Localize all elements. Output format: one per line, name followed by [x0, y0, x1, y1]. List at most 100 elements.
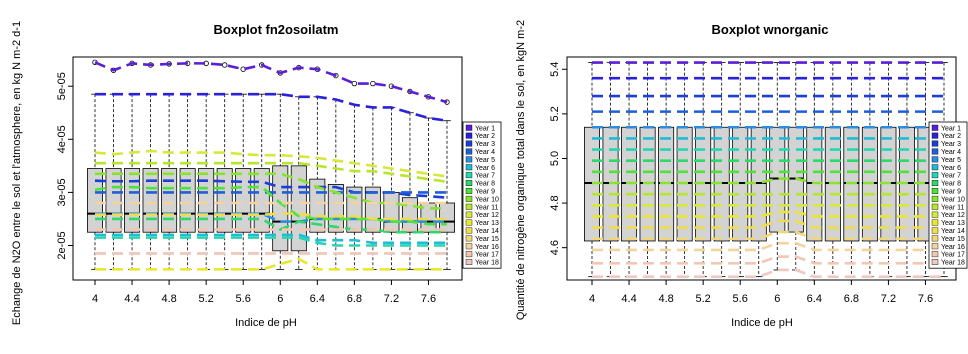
box-iqr	[105, 168, 122, 233]
legend-swatch-year-16	[931, 243, 939, 250]
legend-swatch-year-8	[931, 180, 939, 187]
y-axis-label: Echange de N2O entre le sol et l'atmosph…	[11, 21, 23, 325]
box-iqr	[364, 186, 381, 233]
legend-swatch-year-12	[465, 211, 473, 218]
box-10	[750, 62, 767, 278]
x-tick-label: 5.2	[199, 293, 214, 305]
legend-swatch-year-5	[465, 156, 473, 163]
legend-label-year-5: Year 5	[475, 157, 495, 164]
legend-swatch-year-14	[931, 227, 939, 234]
legend-swatch-year-3	[931, 140, 939, 147]
x-tick-label: 4.4	[124, 293, 139, 305]
legend-label-year-14: Year 14	[475, 228, 499, 235]
x-tick-label: 4	[92, 293, 98, 305]
legend-label-year-2: Year 2	[941, 133, 961, 140]
legend-label-year-18: Year 18	[941, 260, 965, 267]
y-tick-label: 4.8	[549, 195, 561, 210]
x-tick-label: 6	[774, 293, 780, 305]
x-tick-label: 5.2	[696, 293, 711, 305]
series-line-year-13	[95, 257, 447, 271]
x-tick-label: 7.2	[881, 293, 896, 305]
x-tick-label: 7.2	[384, 293, 399, 305]
box-7	[695, 62, 712, 278]
legend-label-year-9: Year 9	[475, 189, 495, 196]
series-line-year-7	[95, 236, 447, 247]
box-9	[732, 62, 749, 278]
y-tick-label: 5e-05	[56, 72, 68, 100]
outlier-point	[221, 62, 228, 68]
series-line-year-16	[592, 241, 944, 252]
y-tick-label: 4e-05	[56, 125, 68, 153]
legend-label-year-3: Year 3	[941, 141, 961, 148]
x-tick-label: 6.4	[807, 293, 822, 305]
legend-label-year-8: Year 8	[475, 181, 495, 188]
legend-swatch-year-12	[931, 211, 939, 218]
legend-swatch-year-18	[931, 259, 939, 265]
chart-panel-1: Boxplot fn2osoilatm 2e-05 3e-05 4e-05 5e-05 4…	[11, 21, 502, 329]
x-tick-label: 4.4	[621, 293, 636, 305]
series-line-year-17	[592, 255, 944, 265]
legend-label-year-7: Year 7	[941, 173, 961, 180]
box-iqr	[235, 168, 252, 233]
legend-label-year-5: Year 5	[941, 157, 961, 164]
legend-swatch-year-10	[931, 195, 939, 202]
x-tick-label: 6.4	[310, 293, 325, 305]
box-18	[898, 62, 915, 278]
box-4	[639, 62, 656, 278]
legend-swatch-year-7	[465, 172, 473, 179]
legend-swatch-year-13	[465, 219, 473, 226]
legend-swatch-year-4	[931, 148, 939, 155]
box-iqr	[179, 168, 196, 233]
x-tick-label: 4.8	[658, 293, 673, 305]
y-axis-label: Quantité de nitrogène organique total da…	[515, 20, 527, 320]
box-iqr	[383, 191, 400, 233]
y-tick-label: 2e-05	[56, 231, 68, 259]
box-6	[676, 62, 693, 278]
legend-swatch-year-17	[465, 251, 473, 258]
legend-label-year-4: Year 4	[475, 149, 495, 156]
box-17	[880, 62, 897, 278]
box-iqr	[124, 168, 141, 233]
x-axis-label: Indice de pH	[731, 317, 793, 329]
legend-label-year-1: Year 1	[475, 125, 495, 132]
legend-swatch-year-4	[465, 148, 473, 155]
series-line-year-10	[592, 177, 944, 185]
legend-swatch-year-6	[931, 164, 939, 171]
series-line-year-8	[95, 217, 447, 234]
legend-swatch-year-15	[931, 235, 939, 242]
chart-title: Boxplot fn2osoilatm	[214, 22, 339, 37]
legend-swatch-year-10	[465, 195, 473, 202]
series-line-year-1	[94, 61, 448, 104]
y-tick-label: 5.0	[549, 151, 561, 166]
legend-label-year-18: Year 18	[475, 260, 499, 267]
y-tick-label: 5.4	[549, 62, 561, 77]
legend-label-year-16: Year 16	[475, 244, 499, 251]
box-3	[621, 62, 638, 278]
box-8	[713, 62, 730, 278]
legend-label-year-13: Year 13	[475, 220, 499, 227]
box-iqr	[142, 168, 159, 233]
box-iqr	[161, 168, 178, 233]
x-tick-label: 6.8	[844, 293, 859, 305]
legend-label-year-12: Year 12	[475, 212, 499, 219]
box-iqr	[216, 168, 233, 233]
legend-label-year-7: Year 7	[475, 173, 495, 180]
series-line-year-2	[95, 92, 448, 123]
legend-label-year-16: Year 16	[941, 244, 965, 251]
series-line-year-14	[95, 212, 447, 221]
x-tick-label: 4	[589, 293, 595, 305]
legend-label-year-10: Year 10	[941, 196, 965, 203]
box-2	[602, 62, 619, 278]
series-line-year-14	[592, 219, 944, 229]
legend-label-year-9: Year 9	[941, 189, 961, 196]
box-13	[806, 62, 823, 278]
legend-label-year-1: Year 1	[941, 125, 961, 132]
y-tick-label: 4.6	[549, 240, 561, 255]
legend-swatch-year-7	[931, 172, 939, 179]
legend-swatch-year-1	[465, 124, 473, 131]
legend-label-year-17: Year 17	[475, 252, 499, 259]
x-tick-label: 5.6	[733, 293, 748, 305]
